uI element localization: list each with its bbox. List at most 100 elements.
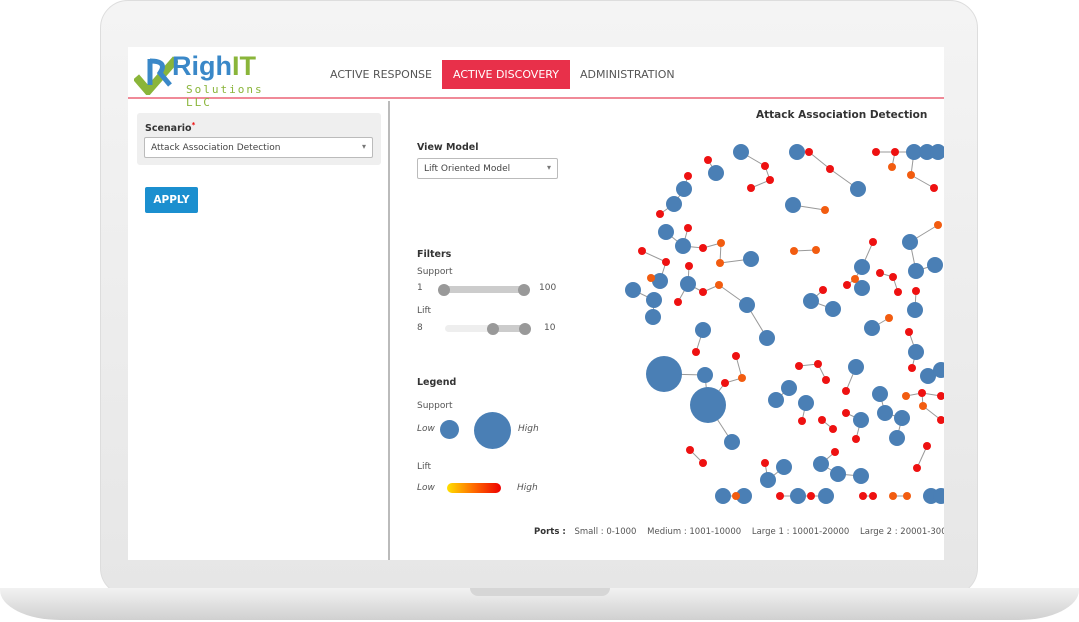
graph-node[interactable] — [785, 197, 801, 213]
graph-node[interactable] — [807, 492, 815, 500]
support-slider-max-handle[interactable] — [518, 283, 530, 296]
graph-node[interactable] — [885, 314, 893, 322]
graph-node[interactable] — [790, 247, 798, 255]
graph-node[interactable] — [716, 259, 724, 267]
graph-node[interactable] — [930, 184, 938, 192]
graph-node[interactable] — [684, 172, 692, 180]
graph-node[interactable] — [869, 238, 877, 246]
graph-node[interactable] — [699, 244, 707, 252]
graph-node[interactable] — [830, 466, 846, 482]
graph-node[interactable] — [647, 274, 655, 282]
graph-node[interactable] — [933, 362, 944, 378]
graph-node[interactable] — [848, 359, 864, 375]
graph-node[interactable] — [825, 301, 841, 317]
graph-node[interactable] — [675, 238, 691, 254]
graph-node[interactable] — [889, 430, 905, 446]
graph-node[interactable] — [761, 459, 769, 467]
graph-node[interactable] — [919, 402, 927, 410]
graph-node[interactable] — [889, 492, 897, 500]
graph-node[interactable] — [732, 352, 740, 360]
graph-node[interactable] — [656, 210, 664, 218]
graph-node[interactable] — [743, 251, 759, 267]
graph-node[interactable] — [699, 288, 707, 296]
apply-button[interactable]: APPLY — [145, 187, 198, 213]
graph-node[interactable] — [872, 386, 888, 402]
graph-node[interactable] — [676, 181, 692, 197]
graph-node[interactable] — [826, 165, 834, 173]
graph-node[interactable] — [906, 144, 922, 160]
graph-node[interactable] — [905, 328, 913, 336]
graph-node[interactable] — [646, 356, 682, 392]
graph-node[interactable] — [739, 297, 755, 313]
graph-node[interactable] — [937, 392, 944, 400]
graph-node[interactable] — [907, 171, 915, 179]
graph-node[interactable] — [854, 259, 870, 275]
graph-node[interactable] — [692, 348, 700, 356]
graph-node[interactable] — [913, 464, 921, 472]
graph-node[interactable] — [684, 224, 692, 232]
graph-node[interactable] — [869, 492, 877, 500]
graph-node[interactable] — [919, 144, 935, 160]
graph-node[interactable] — [842, 409, 850, 417]
graph-node[interactable] — [697, 367, 713, 383]
graph-node[interactable] — [781, 380, 797, 396]
graph-node[interactable] — [818, 488, 834, 504]
graph-node[interactable] — [625, 282, 641, 298]
graph-node[interactable] — [776, 459, 792, 475]
graph-node[interactable] — [674, 298, 682, 306]
graph-node[interactable] — [918, 389, 926, 397]
graph-node[interactable] — [851, 275, 859, 283]
graph-node[interactable] — [813, 456, 829, 472]
graph-node[interactable] — [920, 368, 936, 384]
graph-node[interactable] — [819, 286, 827, 294]
nav-active-discovery[interactable]: ACTIVE DISCOVERY — [442, 60, 570, 89]
lift-slider[interactable] — [445, 322, 531, 335]
graph-node[interactable] — [903, 492, 911, 500]
support-slider-min-handle[interactable] — [438, 283, 450, 296]
graph-node[interactable] — [795, 362, 803, 370]
graph-node[interactable] — [937, 416, 944, 424]
graph-node[interactable] — [934, 221, 942, 229]
graph-node[interactable] — [724, 434, 740, 450]
graph-node[interactable] — [933, 488, 944, 504]
graph-node[interactable] — [803, 293, 819, 309]
lift-slider-max-handle[interactable] — [519, 322, 531, 335]
graph-node[interactable] — [761, 162, 769, 170]
graph-node[interactable] — [704, 156, 712, 164]
graph-node[interactable] — [822, 376, 830, 384]
graph-node[interactable] — [662, 258, 670, 266]
graph-node[interactable] — [736, 488, 752, 504]
graph-node[interactable] — [908, 344, 924, 360]
graph-node[interactable] — [721, 379, 729, 387]
graph-node[interactable] — [715, 281, 723, 289]
graph-node[interactable] — [789, 144, 805, 160]
graph-node[interactable] — [908, 263, 924, 279]
graph-node[interactable] — [747, 184, 755, 192]
logo[interactable]: RighIT Solutions LLC — [134, 51, 284, 109]
graph-node[interactable] — [695, 322, 711, 338]
graph-node[interactable] — [818, 416, 826, 424]
graph-node[interactable] — [646, 292, 662, 308]
view-model-select[interactable]: Lift Oriented Model — [417, 158, 558, 179]
graph-node[interactable] — [923, 442, 931, 450]
graph-node[interactable] — [888, 163, 896, 171]
support-slider[interactable] — [438, 283, 530, 296]
graph-node[interactable] — [853, 412, 869, 428]
graph-node[interactable] — [930, 144, 944, 160]
association-graph[interactable] — [128, 47, 944, 560]
graph-node[interactable] — [652, 273, 668, 289]
graph-node[interactable] — [645, 309, 661, 325]
graph-node[interactable] — [872, 148, 880, 156]
graph-node[interactable] — [690, 387, 726, 423]
graph-node[interactable] — [889, 273, 897, 281]
graph-node[interactable] — [907, 302, 923, 318]
graph-node[interactable] — [852, 435, 860, 443]
graph-node[interactable] — [927, 257, 943, 273]
graph-node[interactable] — [814, 360, 822, 368]
graph-node[interactable] — [733, 144, 749, 160]
scenario-select[interactable]: Attack Association Detection — [144, 137, 373, 158]
graph-node[interactable] — [686, 446, 694, 454]
graph-node[interactable] — [894, 410, 910, 426]
graph-node[interactable] — [760, 472, 776, 488]
graph-node[interactable] — [877, 405, 893, 421]
